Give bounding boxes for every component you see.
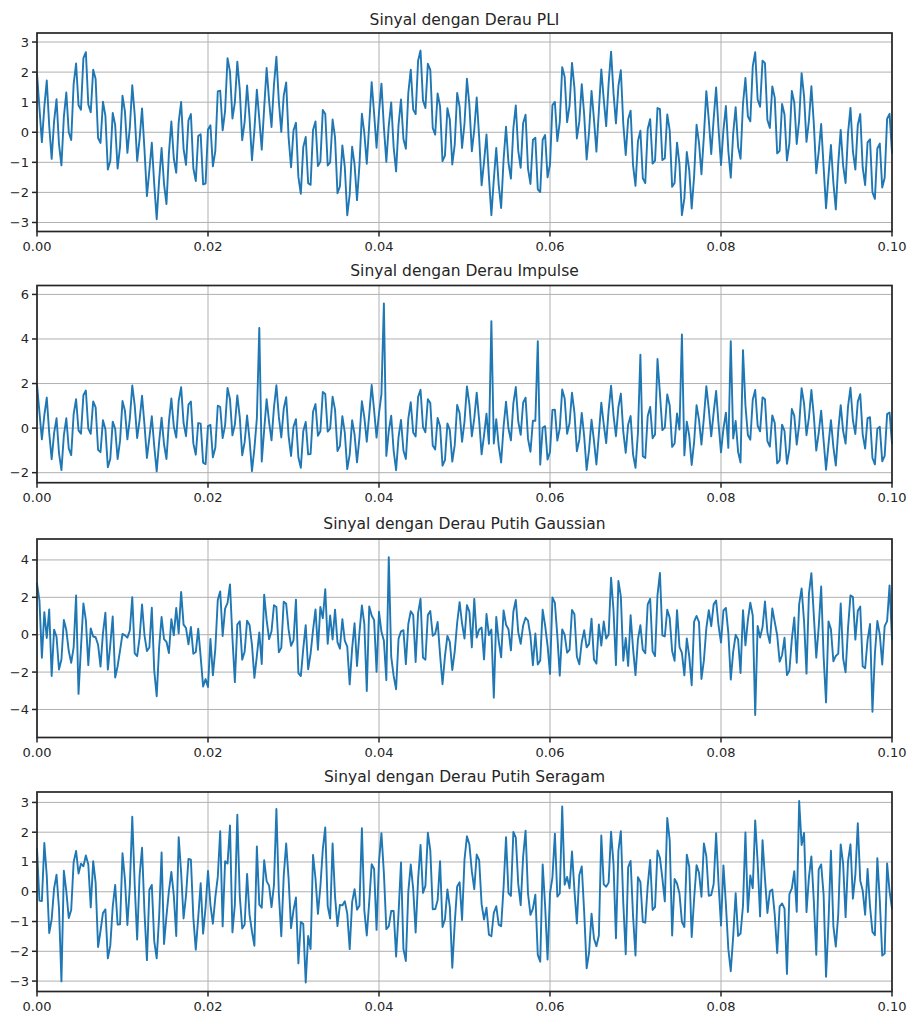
x-tick-label: 0.00 xyxy=(23,999,52,1014)
y-tick-label: 2 xyxy=(21,825,29,840)
x-tick-label: 0.02 xyxy=(194,239,223,254)
y-tick-label: 0 xyxy=(21,421,29,436)
y-tick-label: −2 xyxy=(10,465,29,480)
x-tick-label: 0.06 xyxy=(536,239,565,254)
y-tick-label: 1 xyxy=(21,95,29,110)
y-tick-label: 1 xyxy=(21,854,29,869)
x-tick-label: 0.00 xyxy=(23,745,52,760)
x-tick-label: 0.10 xyxy=(878,999,907,1014)
y-tick-label: −4 xyxy=(10,702,29,717)
y-tick-label: −3 xyxy=(10,974,29,989)
y-tick-label: 0 xyxy=(21,627,29,642)
x-tick-label: 0.02 xyxy=(194,490,223,505)
y-tick-label: 0 xyxy=(21,884,29,899)
y-tick-label: −1 xyxy=(10,155,29,170)
x-tick-label: 0.06 xyxy=(536,745,565,760)
y-tick-label: −3 xyxy=(10,215,29,230)
signal-line xyxy=(37,303,892,471)
subplot-3-axes: 0.00 0.02 0.04 0.06 0.08 0.10 −4 −2 0 2 4 xyxy=(10,539,907,760)
signal-line xyxy=(37,557,892,715)
y-tick-label: 4 xyxy=(21,331,29,346)
y-tick-label: 2 xyxy=(21,376,29,391)
x-tick-label: 0.08 xyxy=(707,999,736,1014)
x-tick-label: 0.10 xyxy=(878,490,907,505)
subplot-1-axes: 0.00 0.02 0.04 0.06 0.08 0.10 −3 −2 −1 0 1 2 3 xyxy=(10,33,907,254)
x-tick-label: 0.10 xyxy=(878,745,907,760)
y-tick-label: 2 xyxy=(21,590,29,605)
y-tick-label: 2 xyxy=(21,65,29,80)
x-tick-label: 0.04 xyxy=(365,490,394,505)
y-tick-label: −2 xyxy=(10,665,29,680)
subplot-2-axes: 0.00 0.02 0.04 0.06 0.08 0.10 −2 0 2 4 6 xyxy=(10,286,907,505)
figure-canvas: 0.000.020.040.060.080.10−3−2−101230.000.… xyxy=(0,0,913,1024)
x-tick-label: 0.02 xyxy=(194,745,223,760)
x-tick-label: 0.04 xyxy=(365,999,394,1014)
signal-line xyxy=(37,51,892,220)
x-tick-label: 0.08 xyxy=(707,745,736,760)
x-tick-label: 0.04 xyxy=(365,745,394,760)
y-tick-label: −2 xyxy=(10,185,29,200)
x-tick-label: 0.08 xyxy=(707,490,736,505)
y-tick-label: 3 xyxy=(21,795,29,810)
x-tick-label: 0.00 xyxy=(23,490,52,505)
y-tick-label: 6 xyxy=(21,287,29,302)
subplot-4-axes: 0.00 0.02 0.04 0.06 0.08 0.10 −3 −2 −1 0 1 2 3 xyxy=(10,792,907,1014)
x-tick-label: 0.06 xyxy=(536,490,565,505)
y-tick-label: 0 xyxy=(21,125,29,140)
x-tick-label: 0.02 xyxy=(194,999,223,1014)
y-tick-label: 3 xyxy=(21,35,29,50)
y-tick-label: 4 xyxy=(21,552,29,567)
x-tick-label: 0.04 xyxy=(365,239,394,254)
y-tick-label: −1 xyxy=(10,914,29,929)
x-tick-label: 0.08 xyxy=(707,239,736,254)
x-tick-label: 0.10 xyxy=(878,239,907,254)
y-tick-label: −2 xyxy=(10,944,29,959)
x-tick-label: 0.06 xyxy=(536,999,565,1014)
x-tick-label: 0.00 xyxy=(23,239,52,254)
